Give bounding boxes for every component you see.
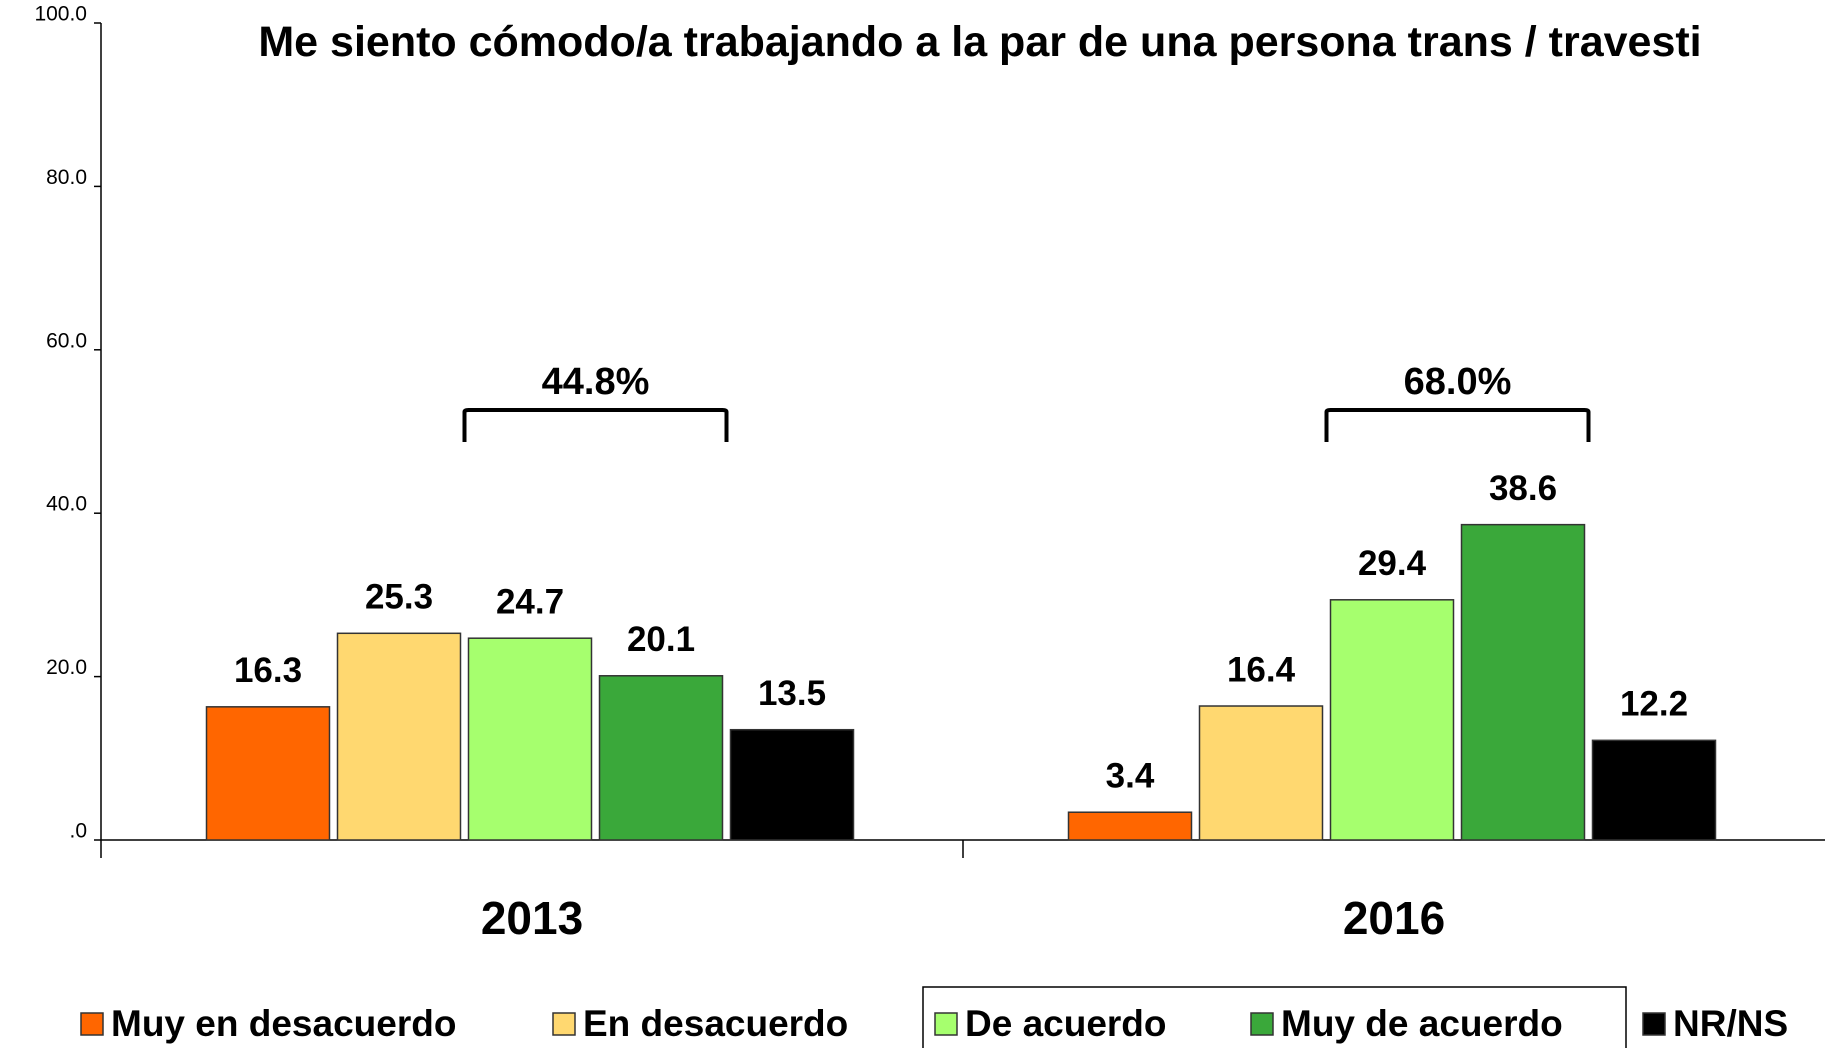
bar — [1460, 523, 1586, 841]
data-label: 16.4 — [1227, 650, 1296, 689]
chart-title: Me siento cómodo/a trabajando a la par d… — [258, 18, 1702, 66]
data-label: 24.7 — [496, 582, 564, 621]
legend-swatch — [934, 1012, 958, 1036]
legend-label: Muy de acuerdo — [1281, 1003, 1563, 1044]
data-label: 12.2 — [1620, 685, 1688, 724]
bracket — [462, 408, 729, 442]
bar — [1591, 739, 1717, 841]
y-tick-label: 60.0 — [46, 329, 87, 352]
bar — [1329, 599, 1455, 841]
bar — [467, 637, 593, 841]
y-tick-label: .0 — [69, 820, 87, 843]
legend-swatch — [552, 1012, 576, 1036]
legend-swatch — [80, 1012, 104, 1036]
data-label: 38.6 — [1489, 469, 1557, 508]
x-tick-label: 2016 — [1343, 892, 1445, 944]
annotation: 44.8% — [542, 361, 650, 403]
bracket — [1324, 408, 1591, 442]
bar — [1067, 811, 1193, 841]
data-label: 20.1 — [627, 620, 695, 659]
y-tick-label: 40.0 — [46, 493, 87, 516]
y-tick-label: 100.0 — [34, 3, 87, 26]
y-tick-label: 80.0 — [46, 166, 87, 189]
data-label: 25.3 — [365, 578, 433, 617]
bar — [1198, 705, 1324, 841]
bar — [336, 632, 462, 841]
legend-label: Muy en desacuerdo — [111, 1003, 456, 1044]
bar — [729, 728, 855, 841]
bar — [598, 675, 724, 841]
data-label: 29.4 — [1358, 544, 1427, 583]
bar — [205, 706, 331, 841]
legend-swatch — [1250, 1012, 1274, 1036]
legend-label: NR/NS — [1673, 1003, 1788, 1044]
annotation: 68.0% — [1404, 361, 1512, 403]
y-tick-label: 20.0 — [46, 656, 87, 679]
legend-label: De acuerdo — [965, 1003, 1167, 1044]
x-tick-label: 2013 — [481, 892, 583, 944]
legend-box — [922, 986, 1627, 1048]
legend-label: En desacuerdo — [583, 1003, 848, 1044]
data-label: 3.4 — [1106, 756, 1155, 795]
legend-swatch — [1642, 1012, 1666, 1036]
data-label: 16.3 — [234, 651, 302, 690]
data-label: 13.5 — [758, 674, 826, 713]
